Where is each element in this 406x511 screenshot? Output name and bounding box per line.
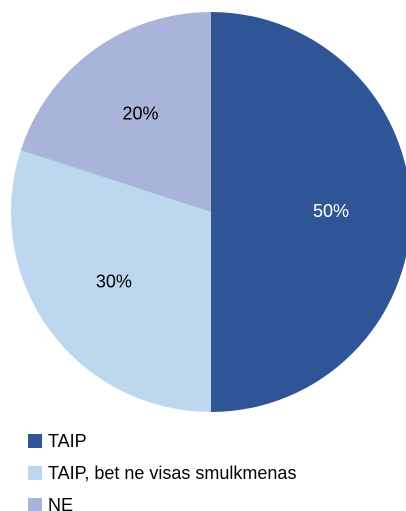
pie-slice bbox=[211, 12, 406, 412]
legend-swatch bbox=[28, 434, 42, 448]
legend-label: NE bbox=[48, 495, 73, 511]
legend-swatch bbox=[28, 466, 42, 480]
legend-swatch bbox=[28, 498, 42, 511]
legend-label: TAIP bbox=[48, 431, 87, 451]
legend-label: TAIP, bet ne visas smulkmenas bbox=[48, 463, 296, 483]
pie-slice bbox=[10, 150, 212, 412]
data-label: 50% bbox=[313, 201, 349, 221]
pie-slice bbox=[20, 12, 211, 212]
data-label: 30% bbox=[96, 271, 132, 291]
data-label: 20% bbox=[122, 104, 158, 124]
